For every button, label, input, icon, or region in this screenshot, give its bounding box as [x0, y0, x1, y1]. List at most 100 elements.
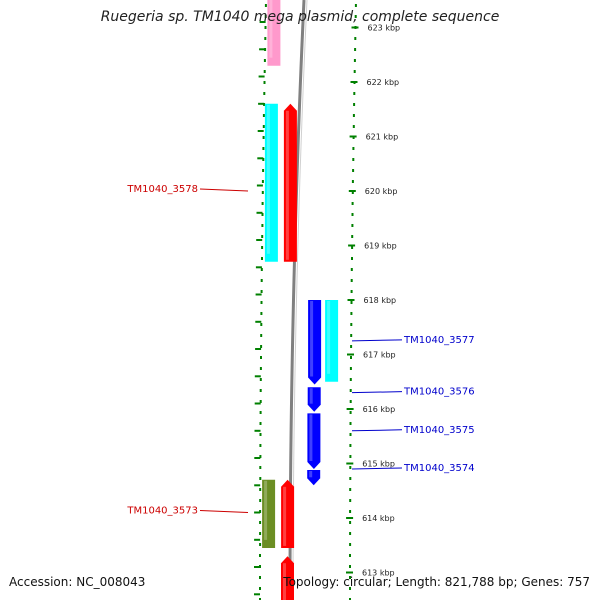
guide-dot [259, 488, 262, 491]
minor-tick [254, 429, 261, 432]
minor-tick [259, 21, 266, 23]
guide-dot [351, 180, 354, 183]
scale-tick-label: 613 kbp [362, 569, 395, 578]
guide-dot [349, 488, 352, 491]
gene-feature[interactable] [308, 300, 322, 385]
gene-feature[interactable] [283, 103, 297, 262]
minor-tick [258, 102, 265, 105]
minor-tick-marks [254, 21, 266, 596]
guide-dot [260, 290, 263, 293]
guide-dot [352, 114, 355, 117]
scale-tick [348, 244, 356, 247]
scale-tick [346, 571, 353, 574]
gene-feature-highlight [269, 0, 273, 58]
minor-tick [255, 348, 262, 350]
guide-dot [350, 268, 353, 271]
gene-label-leader [351, 339, 403, 342]
guide-dot [349, 543, 352, 546]
guide-dot [349, 532, 352, 535]
guide-dot [351, 202, 354, 205]
gene-labels: TM1040_3578 TM1040_3577 TM1040_3576 TM1040_… [126, 184, 474, 517]
gene-label[interactable]: TM1040_3578 [126, 184, 198, 195]
scale-tick [347, 353, 354, 356]
gene-label-leader [351, 391, 403, 394]
guide-dot [349, 444, 352, 447]
gene-feature-highlight [309, 414, 313, 461]
scale-tick [349, 135, 357, 138]
scale-tick-label: 622 kbp [367, 78, 400, 87]
guide-dot [353, 92, 356, 95]
guide-dot [259, 466, 262, 469]
gene-feature[interactable] [307, 387, 321, 412]
guide-dot [351, 246, 354, 249]
guide-dot [349, 510, 352, 513]
gene-feature[interactable] [264, 103, 278, 262]
guide-dot [352, 158, 355, 161]
guide-dot [264, 4, 267, 7]
guide-dot [260, 268, 263, 271]
guide-dot [261, 191, 264, 194]
gene-label[interactable]: TM1040_3576 [403, 387, 475, 398]
guide-dot [260, 356, 262, 359]
guide-dot [354, 37, 357, 40]
gene-label[interactable]: TM1040_3573 [126, 506, 198, 517]
guide-dot [261, 202, 264, 205]
guide-dot [262, 125, 265, 128]
guide-dot [259, 521, 262, 524]
minor-tick [254, 593, 260, 596]
gene-label-leader [199, 510, 249, 514]
guide-dot [354, 48, 357, 51]
minor-tick [254, 538, 261, 541]
scale-tick-label: 616 kbp [363, 405, 396, 414]
guide-dot [350, 334, 353, 337]
scale-tick-label: 619 kbp [364, 242, 397, 251]
guide-dot [350, 279, 353, 282]
guide-dot [352, 147, 355, 150]
guide-dot [259, 532, 262, 535]
gene-feature-highlight [283, 563, 286, 600]
guide-dot [260, 334, 263, 337]
gene-feature-highlight [266, 104, 270, 254]
gene-label[interactable]: TM1040_3577 [403, 335, 475, 346]
guide-dot [351, 257, 353, 260]
guide-dot [349, 499, 352, 502]
minor-tick [254, 375, 261, 378]
gene-feature[interactable] [281, 479, 295, 548]
gene-feature[interactable] [325, 300, 339, 382]
guide-dot [349, 400, 352, 403]
guide-dot [352, 169, 355, 172]
gene-label[interactable]: TM1040_3574 [403, 463, 475, 474]
guide-dot [262, 158, 265, 161]
gene-feature[interactable] [307, 470, 321, 486]
minor-tick [255, 293, 262, 296]
gene-feature[interactable] [262, 479, 276, 548]
gene-feature-highlight [327, 301, 331, 374]
gene-feature-highlight [285, 110, 289, 260]
guide-dot [354, 15, 357, 18]
guide-dot [260, 345, 263, 348]
guide-dot [259, 444, 262, 447]
guide-dot [351, 235, 354, 238]
gene-feature[interactable] [307, 413, 321, 469]
gene-feature[interactable] [281, 556, 294, 600]
guide-dot [353, 70, 356, 73]
guide-dot [259, 587, 261, 590]
dotted-guide-right [349, 4, 357, 600]
minor-tick [257, 157, 264, 160]
gene-label[interactable]: TM1040_3575 [403, 425, 475, 436]
minor-tick [254, 566, 260, 568]
minor-tick [254, 511, 261, 514]
scale-tick-label: 620 kbp [365, 187, 398, 196]
guide-dot [261, 235, 264, 238]
gene-feature-highlight [309, 471, 313, 478]
gene-label-leader [199, 188, 249, 192]
guide-dot [261, 180, 264, 183]
guide-dot [349, 411, 352, 414]
guide-dot [262, 147, 265, 150]
guide-dot [262, 136, 265, 139]
guide-dot [263, 70, 266, 73]
gene-feature[interactable] [267, 0, 281, 66]
guide-dot [350, 356, 352, 359]
